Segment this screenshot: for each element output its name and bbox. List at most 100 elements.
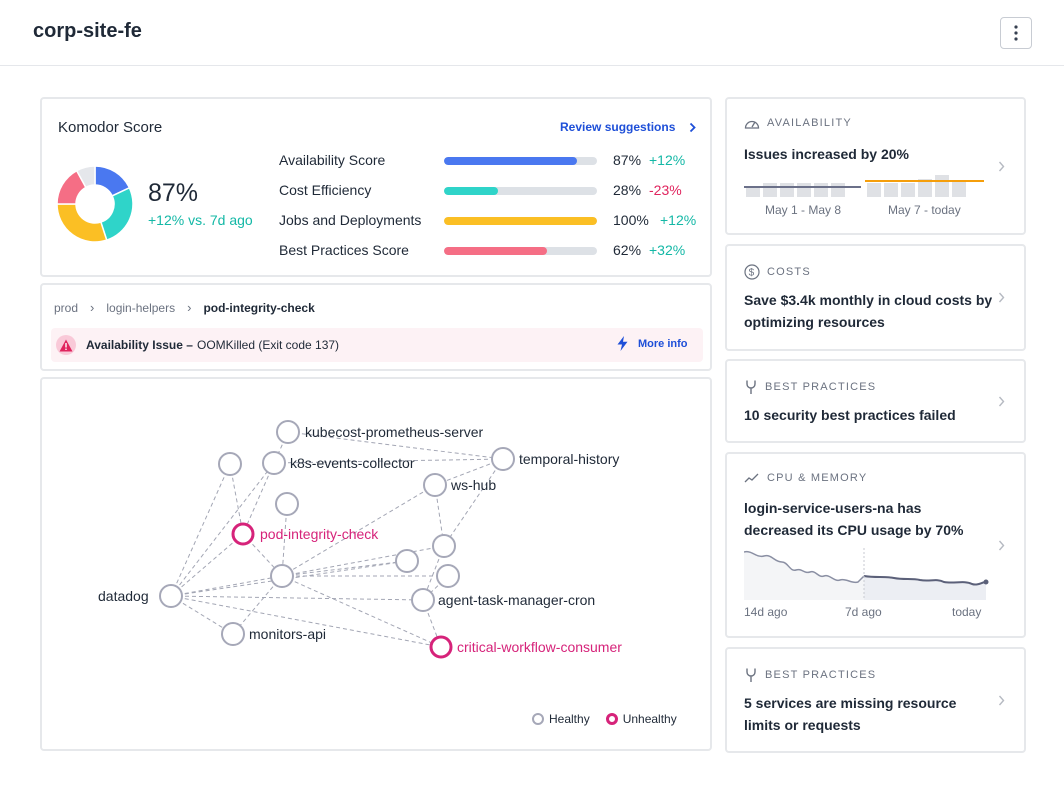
insight-category: AVAILABILITY xyxy=(744,117,852,129)
insight-category: BEST PRACTICES xyxy=(744,667,876,683)
chevron-right-icon xyxy=(998,396,1005,407)
node-label-critical: critical-workflow-consumer xyxy=(457,639,622,655)
kebab-menu-icon xyxy=(1014,25,1018,41)
graph-node-unnamed[interactable] xyxy=(218,452,242,476)
metric-bar xyxy=(444,247,597,255)
insight-card-best-practices-resources[interactable]: BEST PRACTICES 5 services are missing re… xyxy=(725,647,1026,753)
gauge-icon xyxy=(744,120,760,129)
trend-line-icon xyxy=(744,473,759,483)
legend-unhealthy: Unhealthy xyxy=(622,712,677,726)
node-label-monitors: monitors-api xyxy=(249,626,326,642)
availability-bar-chart xyxy=(744,175,984,197)
service-graph: kubecost-prometheus-server k8s-events-co… xyxy=(98,420,622,659)
healthy-legend-icon xyxy=(532,713,544,725)
metric-label: Cost Efficiency xyxy=(279,182,372,198)
insight-card-best-practices-security[interactable]: BEST PRACTICES 10 security best practice… xyxy=(725,359,1026,443)
breadcrumb-item-login-helpers[interactable]: login-helpers xyxy=(106,300,176,315)
graph-node-unnamed[interactable] xyxy=(436,564,460,588)
insight-text: Save $3.4k monthly in cloud costs by opt… xyxy=(744,292,993,330)
review-suggestions-link[interactable]: Review suggestions xyxy=(560,120,697,134)
legend-healthy: Healthy xyxy=(549,712,590,726)
node-label-datadog: datadog xyxy=(98,588,149,604)
dollar-circle-icon: $ xyxy=(744,264,760,280)
metric-delta: +32% xyxy=(649,242,686,258)
metric-cost-efficiency: Cost Efficiency 28% -23% xyxy=(279,180,709,200)
breadcrumb: prod › login-helpers › pod-integrity-che… xyxy=(54,300,315,315)
chevron-right-icon xyxy=(998,161,1005,172)
node-label-pod-integrity: pod-integrity-check xyxy=(260,526,379,542)
wrench-icon xyxy=(746,668,756,682)
insight-category-label: BEST PRACTICES xyxy=(765,669,877,681)
metric-bar-fill xyxy=(444,187,498,195)
chevron-right-icon xyxy=(998,695,1005,706)
breadcrumb-separator-icon: › xyxy=(187,300,192,315)
insight-text: 5 services are missing resource limits o… xyxy=(744,695,957,733)
insight-text: Issues increased by 20% xyxy=(744,146,909,162)
more-info-link[interactable]: More info xyxy=(617,336,688,351)
service-graph-card: kubecost-prometheus-server k8s-events-co… xyxy=(40,377,712,751)
metric-delta: -23% xyxy=(649,182,682,198)
graph-node-critical[interactable] xyxy=(429,635,453,659)
graph-node-agent-task[interactable] xyxy=(411,588,435,612)
lightning-icon xyxy=(617,336,628,351)
graph-node-unnamed[interactable] xyxy=(432,534,456,558)
cpu-axis-label: 7d ago xyxy=(845,605,882,619)
availability-axis-label: May 1 - May 8 xyxy=(765,203,842,217)
graph-node-datadog[interactable] xyxy=(159,584,183,608)
page-title: corp-site-fe xyxy=(33,20,142,42)
breadcrumb-separator-icon: › xyxy=(90,300,95,315)
availability-issue-banner: Availability Issue – OOMKilled (Exit cod… xyxy=(51,328,703,362)
insight-category-label: CPU & MEMORY xyxy=(767,472,868,484)
insight-category: CPU & MEMORY xyxy=(744,472,867,484)
insight-text: 10 security best practices failed xyxy=(744,407,956,423)
breadcrumb-item-prod[interactable]: prod xyxy=(54,300,79,315)
metric-bar xyxy=(444,217,597,225)
metric-bar-fill xyxy=(444,157,578,165)
graph-node-unnamed[interactable] xyxy=(270,564,294,588)
donut-segment-2 xyxy=(56,203,108,243)
graph-node-unnamed[interactable] xyxy=(275,492,299,516)
graph-node-ws-hub[interactable] xyxy=(423,473,447,497)
insight-category-label: AVAILABILITY xyxy=(767,117,852,129)
issue-detail: OOMKilled (Exit code 137) xyxy=(197,338,340,352)
graph-node-k8s-events[interactable] xyxy=(262,451,286,475)
graph-node-kubecost[interactable] xyxy=(276,420,300,444)
komodor-score-card: Komodor Score Review suggestions 87% +12… xyxy=(40,97,712,277)
issue-label: Availability Issue – xyxy=(86,338,193,352)
insight-category: $ COSTS xyxy=(744,264,811,280)
warning-icon xyxy=(56,335,76,355)
graph-node-monitors[interactable] xyxy=(221,622,245,646)
node-label-temporal: temporal-history xyxy=(519,451,619,467)
score-delta: +12% vs. 7d ago xyxy=(148,212,253,228)
score-donut-chart xyxy=(56,165,134,243)
metric-jobs-deployments: Jobs and Deployments 100% +12% xyxy=(279,210,709,230)
insight-category: BEST PRACTICES xyxy=(744,379,876,395)
graph-node-temporal[interactable] xyxy=(491,447,515,471)
issue-card: prod › login-helpers › pod-integrity-che… xyxy=(40,283,712,371)
metric-value: 87% xyxy=(613,152,642,168)
top-bar: corp-site-fe xyxy=(0,0,1064,66)
svg-text:$: $ xyxy=(749,268,756,279)
insight-card-costs[interactable]: $ COSTS Save $3.4k monthly in cloud cost… xyxy=(725,244,1026,351)
insight-category-label: BEST PRACTICES xyxy=(765,381,877,393)
review-suggestions-label: Review suggestions xyxy=(560,120,676,134)
more-info-label: More info xyxy=(638,337,688,350)
graph-node-pod-integrity[interactable] xyxy=(231,522,255,546)
insight-card-cpu-memory[interactable]: CPU & MEMORY login-service-users-na has … xyxy=(725,452,1026,638)
node-label-kubecost: kubecost-prometheus-server xyxy=(305,424,484,440)
metric-value: 100% xyxy=(613,212,649,228)
cpu-axis-label: 14d ago xyxy=(744,605,788,619)
more-options-button[interactable] xyxy=(1000,17,1032,49)
chevron-right-icon xyxy=(998,540,1005,551)
availability-axis-label: May 7 - today xyxy=(888,203,961,217)
metric-bar-fill xyxy=(444,247,547,255)
chevron-right-icon xyxy=(690,122,697,132)
insight-card-availability[interactable]: AVAILABILITY Issues increased by 20% May… xyxy=(725,97,1026,235)
insight-category-label: COSTS xyxy=(767,266,811,278)
metric-delta: +12% xyxy=(649,152,686,168)
score-title: Komodor Score xyxy=(58,119,163,136)
node-label-ws-hub: ws-hub xyxy=(450,477,496,493)
metric-label: Availability Score xyxy=(279,152,386,168)
graph-node-unnamed[interactable] xyxy=(395,549,419,573)
donut-segment-1 xyxy=(99,186,134,242)
